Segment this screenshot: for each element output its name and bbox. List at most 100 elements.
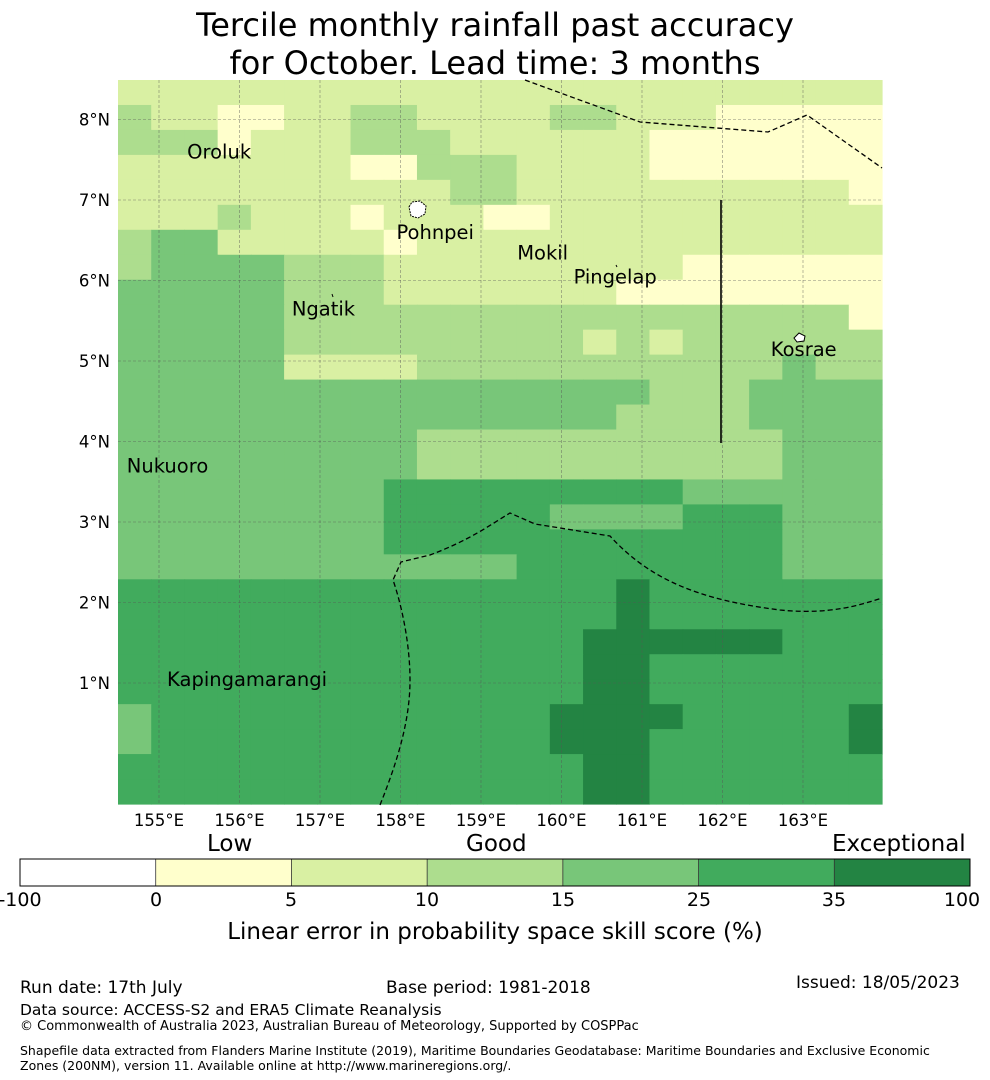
- grid-cell: [317, 654, 352, 680]
- grid-cell: [217, 504, 252, 530]
- grid-cell: [450, 554, 484, 580]
- grid-cell: [450, 204, 484, 231]
- grid-cell: [583, 329, 617, 356]
- grid-cell: [217, 329, 252, 356]
- grid-cell: [815, 379, 850, 406]
- grid-cell: [350, 754, 385, 780]
- grid-cell: [682, 254, 717, 281]
- grid-cell: [815, 404, 850, 431]
- grid-cell: [749, 729, 783, 755]
- kosrae-island: [793, 332, 806, 343]
- grid-cell: [118, 404, 152, 431]
- grid-cell: [350, 654, 385, 680]
- grid-cell: [250, 204, 285, 231]
- grid-cell: [649, 204, 684, 231]
- grid-cell: [350, 729, 385, 755]
- grid-cell: [217, 279, 252, 306]
- grid-cell: [118, 104, 152, 131]
- grid-cell: [317, 204, 352, 231]
- grid-cell: [549, 179, 584, 206]
- grid-cell: [549, 104, 584, 131]
- grid-cell: [317, 504, 352, 530]
- grid-cell: [184, 129, 219, 156]
- grid-cell: [483, 354, 518, 381]
- grid-cell: [715, 504, 750, 530]
- grid-cell: [217, 204, 252, 231]
- grid-cell: [583, 204, 617, 231]
- grid-cell: [583, 704, 617, 730]
- grid-cell: [184, 179, 219, 206]
- grid-cell: [350, 154, 385, 181]
- grid-cell: [284, 379, 318, 406]
- grid-cell: [715, 454, 750, 481]
- grid-cell: [616, 654, 651, 680]
- grid-cell: [616, 454, 651, 481]
- grid-cell: [450, 479, 484, 506]
- latitude-label: 3°N: [79, 513, 110, 532]
- grid-cell: [516, 754, 551, 780]
- grid-cell: [317, 229, 352, 256]
- eez-boundaries: [379, 79, 883, 806]
- grid-cell: [549, 779, 584, 805]
- grid-cell: [483, 154, 518, 181]
- grid-cell: [848, 654, 883, 680]
- grid-cell: [151, 579, 186, 605]
- grid-cell: [616, 629, 651, 655]
- grid-cell: [549, 129, 584, 156]
- grid-cell: [416, 254, 451, 281]
- grid-cell: [516, 704, 551, 730]
- grid-cell: [583, 454, 617, 481]
- grid-cell: [583, 579, 617, 605]
- grid-cell: [549, 479, 584, 506]
- grid-cell: [749, 779, 783, 805]
- colorbar: [19, 858, 971, 887]
- grid-cell: [715, 154, 750, 181]
- grid-cell: [250, 679, 285, 705]
- grid-cell: [616, 779, 651, 805]
- grid-cell: [749, 404, 783, 431]
- grid-cell: [483, 454, 518, 481]
- latitude-label: 8°N: [79, 111, 110, 130]
- grid-cell: [416, 479, 451, 506]
- grid-cell: [317, 329, 352, 356]
- grid-cell: [682, 354, 717, 381]
- grid-cell: [616, 529, 651, 555]
- grid-cell: [317, 104, 352, 131]
- grid-cell: [450, 529, 484, 555]
- grid-cell: [217, 429, 252, 456]
- grid-cell: [350, 304, 385, 331]
- grid-cell: [549, 579, 584, 605]
- grid-cell: [217, 729, 252, 755]
- grid-cell: [284, 179, 318, 206]
- grid-cell: [151, 179, 186, 206]
- grid-cell: [284, 154, 318, 181]
- grid-cell: [118, 454, 152, 481]
- longitude-label: 158°E: [375, 811, 425, 830]
- grid-cell: [450, 354, 484, 381]
- pingelap-island: [615, 264, 618, 268]
- grid-cell: [616, 404, 651, 431]
- grid-cell: [583, 604, 617, 630]
- grid-cell: [151, 104, 186, 131]
- grid-cell: [118, 204, 152, 231]
- grid-cell: [516, 554, 551, 580]
- grid-cell: [782, 129, 817, 156]
- grid-cell: [217, 579, 252, 605]
- grid-cell: [549, 80, 584, 106]
- grid-cell: [184, 329, 219, 356]
- grid-cell: [184, 104, 219, 131]
- grid-cell: [516, 404, 551, 431]
- grid-cell: [450, 579, 484, 605]
- grid-cell: [151, 554, 186, 580]
- colorbar-tick: 15: [550, 889, 576, 911]
- grid-cell: [250, 304, 285, 331]
- grid-cell: [450, 379, 484, 406]
- grid-cell: [217, 129, 252, 156]
- grid-cell: [450, 604, 484, 630]
- grid-cell: [118, 629, 152, 655]
- grid-cell: [350, 629, 385, 655]
- grid-cell: [416, 529, 451, 555]
- grid-cell: [516, 629, 551, 655]
- grid-cell: [649, 179, 684, 206]
